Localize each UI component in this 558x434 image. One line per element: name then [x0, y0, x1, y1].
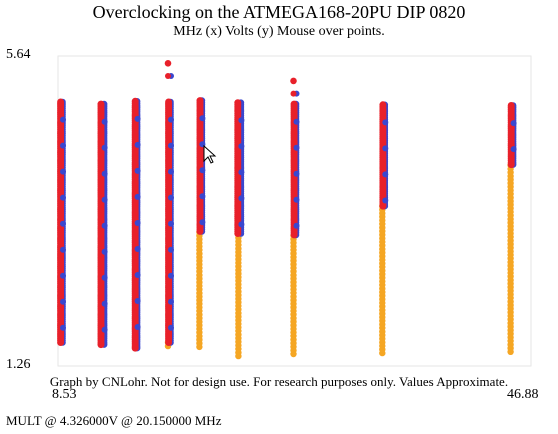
data-point[interactable]: [131, 344, 139, 352]
data-point[interactable]: [382, 197, 389, 204]
data-point[interactable]: [168, 246, 174, 253]
mouse-pointer-icon: [203, 145, 217, 164]
chart-title: Overclocking on the ATMEGA168-20PU DIP 0…: [92, 2, 466, 22]
data-point[interactable]: [168, 142, 174, 149]
data-point[interactable]: [168, 168, 174, 175]
data-point[interactable]: [168, 116, 174, 123]
data-point[interactable]: [510, 120, 517, 127]
data-point[interactable]: [382, 145, 389, 152]
data-point[interactable]: [60, 324, 66, 331]
data-point[interactable]: [101, 144, 108, 151]
data-point[interactable]: [101, 300, 108, 307]
data-point[interactable]: [134, 324, 141, 330]
x-axis-min-label: 8.53: [52, 387, 77, 402]
data-point[interactable]: [168, 272, 174, 279]
data-point[interactable]: [164, 60, 172, 67]
data-point[interactable]: [290, 77, 297, 85]
data-point[interactable]: [382, 171, 389, 178]
data-point[interactable]: [507, 161, 515, 169]
data-point[interactable]: [134, 115, 141, 122]
data-point[interactable]: [60, 298, 66, 305]
y-axis-min-label: 1.26: [6, 357, 31, 372]
data-point[interactable]: [134, 246, 141, 252]
data-point[interactable]: [196, 343, 203, 351]
data-point[interactable]: [60, 142, 66, 149]
data-point[interactable]: [60, 220, 66, 227]
data-point[interactable]: [134, 220, 141, 226]
data-point[interactable]: [101, 118, 108, 125]
data-point[interactable]: [235, 352, 242, 360]
data-point[interactable]: [234, 230, 242, 237]
data-point[interactable]: [199, 115, 206, 122]
data-point[interactable]: [199, 167, 206, 174]
data-point[interactable]: [293, 144, 300, 151]
data-point[interactable]: [101, 222, 108, 229]
data-point[interactable]: [196, 227, 204, 235]
data-point[interactable]: [134, 193, 141, 200]
data-point[interactable]: [165, 339, 173, 346]
data-point[interactable]: [238, 143, 245, 150]
data-point[interactable]: [57, 339, 65, 346]
data-point[interactable]: [507, 348, 514, 355]
data-point[interactable]: [293, 222, 300, 229]
data-point[interactable]: [168, 324, 174, 331]
data-point[interactable]: [290, 350, 297, 358]
hover-readout: MULT @ 4.326000V @ 20.150000 MHz: [6, 413, 222, 428]
data-points[interactable]: [57, 60, 517, 360]
data-point[interactable]: [101, 274, 108, 281]
data-point[interactable]: [101, 170, 108, 177]
data-point[interactable]: [199, 193, 206, 200]
data-point[interactable]: [165, 73, 171, 79]
data-point[interactable]: [293, 170, 300, 177]
data-point[interactable]: [382, 119, 389, 126]
data-point[interactable]: [510, 146, 517, 153]
data-point[interactable]: [238, 221, 245, 228]
data-point[interactable]: [101, 248, 108, 255]
data-point[interactable]: [238, 117, 245, 124]
data-point[interactable]: [60, 272, 66, 279]
data-point[interactable]: [60, 246, 66, 253]
data-point[interactable]: [379, 349, 386, 357]
data-point[interactable]: [101, 326, 108, 333]
y-axis-max-label: 5.64: [6, 47, 31, 62]
data-point[interactable]: [290, 231, 298, 239]
data-point[interactable]: [168, 298, 174, 305]
data-point[interactable]: [238, 169, 245, 176]
data-point[interactable]: [199, 219, 206, 226]
data-point[interactable]: [134, 298, 141, 304]
data-point[interactable]: [168, 194, 174, 201]
data-point[interactable]: [168, 220, 174, 227]
data-point[interactable]: [60, 116, 66, 123]
data-point[interactable]: [134, 272, 141, 278]
data-point[interactable]: [134, 167, 141, 174]
data-point[interactable]: [60, 194, 66, 201]
data-point[interactable]: [97, 341, 105, 349]
data-point[interactable]: [134, 141, 141, 148]
data-point[interactable]: [101, 196, 108, 203]
disclaimer-text: Graph by CNLohr. Not for design use. For…: [49, 374, 509, 389]
chart-subtitle: MHz (x) Volts (y) Mouse over points.: [173, 24, 385, 39]
data-point[interactable]: [60, 168, 66, 175]
data-point[interactable]: [293, 196, 300, 203]
x-axis-max-label: 46.88: [507, 387, 539, 402]
data-point[interactable]: [238, 195, 245, 202]
data-point[interactable]: [293, 118, 300, 125]
data-point[interactable]: [290, 90, 297, 97]
data-point[interactable]: [379, 202, 387, 210]
